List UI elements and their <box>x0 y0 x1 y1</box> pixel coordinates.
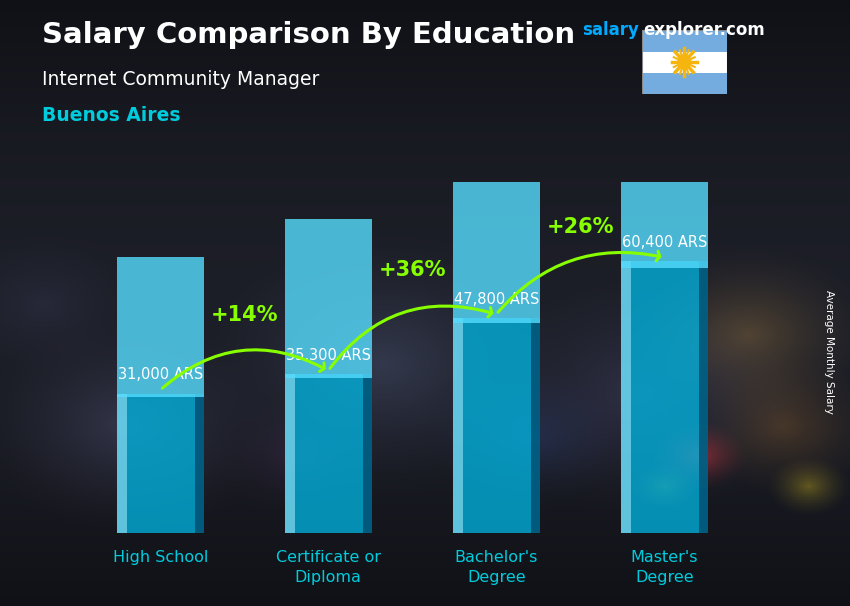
Bar <box>642 30 727 52</box>
Text: explorer.com: explorer.com <box>643 21 765 39</box>
Text: Average Monthly Salary: Average Monthly Salary <box>824 290 834 413</box>
Bar <box>285 219 372 378</box>
Bar <box>531 318 540 533</box>
Bar <box>620 0 708 268</box>
Text: 31,000 ARS: 31,000 ARS <box>117 367 203 382</box>
Bar <box>363 375 372 533</box>
Bar <box>116 258 204 397</box>
Text: +36%: +36% <box>378 259 446 280</box>
Bar <box>620 261 631 533</box>
Bar <box>116 393 127 533</box>
Circle shape <box>677 54 691 70</box>
Bar <box>452 318 540 533</box>
Text: 47,800 ARS: 47,800 ARS <box>454 291 539 307</box>
Text: Buenos Aires: Buenos Aires <box>42 106 181 125</box>
Text: +26%: +26% <box>547 218 614 238</box>
Bar <box>285 375 295 533</box>
Bar <box>700 261 708 533</box>
Text: Internet Community Manager: Internet Community Manager <box>42 70 320 88</box>
Text: 60,400 ARS: 60,400 ARS <box>621 235 707 250</box>
Bar <box>642 52 727 73</box>
Text: salary: salary <box>582 21 639 39</box>
Text: +14%: +14% <box>211 305 278 325</box>
Bar <box>285 375 372 533</box>
Bar <box>196 393 204 533</box>
Text: 35,300 ARS: 35,300 ARS <box>286 348 371 363</box>
Bar <box>642 73 727 94</box>
Bar <box>452 318 463 533</box>
Text: Salary Comparison By Education: Salary Comparison By Education <box>42 21 575 49</box>
Bar <box>116 393 204 533</box>
Bar <box>452 108 540 323</box>
Bar <box>620 261 708 533</box>
